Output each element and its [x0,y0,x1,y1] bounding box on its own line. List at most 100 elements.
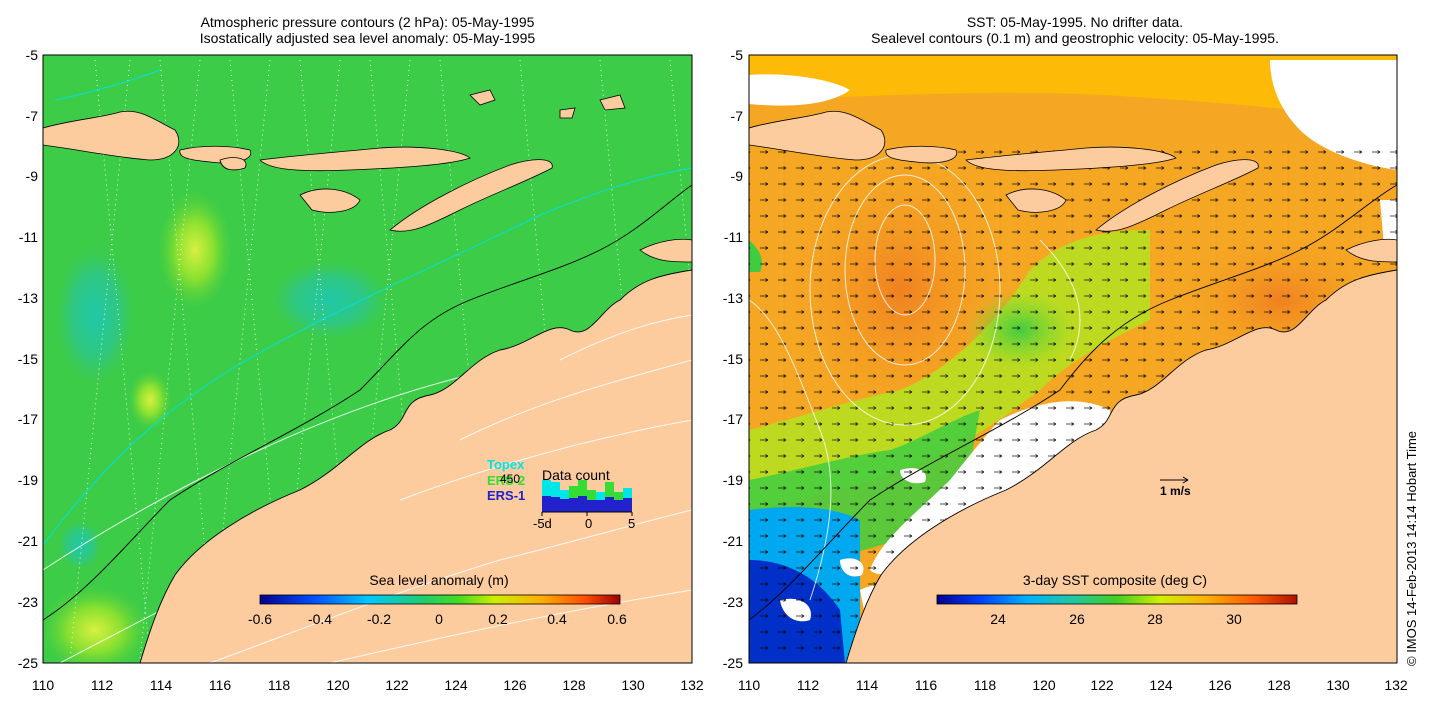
lon-tick: 128 [1267,677,1291,693]
lat-tick: -17 [18,411,38,427]
lon-tick: 130 [621,677,645,693]
legend-topex: Topex [487,457,525,472]
sla-tick: 0.6 [607,611,627,627]
sla-colorbar-ramp [259,594,621,605]
lon-tick: 120 [326,677,350,693]
lon-tick: 132 [1384,677,1408,693]
right-title-line1: SST: 05-May-1995. No drifter data. [966,14,1184,30]
lon-tick: 116 [915,677,938,693]
sst-colorbar-ramp [936,594,1298,605]
lat-tick: -7 [26,108,39,124]
lon-tick: 130 [1326,677,1350,693]
sst-north-band [749,55,1397,120]
lat-tick: -23 [18,594,38,610]
left-y-axis: -5 -7 -9 -11 -13 -15 -17 -19 -21 -23 -25 [18,47,38,671]
lat-tick: -9 [26,168,39,184]
lon-tick: 116 [209,677,232,693]
legend-ers1: ERS-1 [487,488,525,503]
imos-credit: © IMOS 14-Feb-2013 14:14 Hobart Time [1404,430,1419,666]
satellite-legend: Topex ERS-2 450 ERS-1 Data count -5d 0 5 [487,457,635,531]
lat-tick: -5 [731,47,744,63]
lat-tick: -13 [18,290,38,306]
shelf-contour [43,184,692,621]
velocity-scale-label: 1 m/s [1160,484,1191,498]
lon-tick: 110 [738,677,761,693]
lat-tick: -23 [723,594,743,610]
legend-ers2: ERS-2 [487,473,525,488]
lat-tick: -7 [731,108,744,124]
lat-tick: -9 [731,168,744,184]
left-map-title: Atmospheric pressure contours (2 hPa): 0… [40,14,695,46]
right-title-line2: Sealevel contours (0.1 m) and geostrophi… [871,30,1279,46]
lat-tick: -21 [723,533,743,549]
lon-tick: 124 [444,677,468,693]
lon-tick: 132 [680,677,704,693]
left-title-line1: Atmospheric pressure contours (2 hPa): 0… [200,14,535,30]
lat-tick: -25 [723,655,743,671]
lat-tick: -13 [723,290,743,306]
lon-tick: 122 [1090,677,1114,693]
lat-tick: -15 [18,351,38,367]
lat-tick: -5 [26,47,39,63]
lon-tick: 118 [268,677,291,693]
sla-low-anomaly-3 [58,520,102,570]
lat-tick: -19 [723,472,743,488]
sst-tick: 26 [1069,611,1085,627]
sst-tick: 24 [990,611,1006,627]
hist-tick-left: -5d [533,516,552,531]
islands [43,89,692,263]
sla-high-anomaly [157,190,233,310]
shelf-contour-right [749,184,1397,621]
lon-tick: 126 [503,677,527,693]
lon-tick: 112 [797,677,820,693]
data-count-histogram [541,480,633,516]
left-x-axis: 110 112 114 116 118 120 122 124 126 128 … [32,677,704,693]
sla-high-anomaly-3 [43,585,150,663]
lat-tick: -11 [19,229,38,245]
right-map-title: SST: 05-May-1995. No drifter data. Seale… [745,14,1405,46]
sealevel-contours [749,154,1081,601]
sla-tick: 0.2 [488,611,508,627]
lon-tick: 124 [1149,677,1173,693]
sla-colorbar-label: Sea level anomaly (m) [369,572,508,588]
lat-tick: -25 [18,655,38,671]
sst-colorbar-label: 3-day SST composite (deg C) [1023,572,1207,588]
lon-tick: 114 [150,677,173,693]
sst-colorbar: 3-day SST composite (deg C) 24 26 28 30 [936,572,1298,627]
islands-right [749,110,1397,263]
legend-count-value: 450 [500,472,520,486]
lon-tick: 120 [1032,677,1056,693]
sst-tick: 28 [1147,611,1163,627]
sla-tick: -0.2 [367,611,391,627]
sla-high-anomaly-2 [128,370,172,430]
lon-tick: 114 [856,677,879,693]
lat-tick: -11 [724,229,743,245]
lon-tick: 110 [32,677,55,693]
sla-colorbar: Sea level anomaly (m) -0.6 -0.4 -0.2 0 0… [248,572,627,627]
sla-tick: -0.4 [308,611,332,627]
australia-landmass [139,269,692,663]
right-x-axis: 110 112 114 116 118 120 122 124 126 128 … [738,677,1408,693]
sla-low-anomaly-2 [270,260,390,340]
velocity-scale: 1 m/s [1160,476,1191,498]
hist-tick-mid: 0 [585,516,592,531]
sst-map: 1 m/s [749,55,1397,663]
lat-tick: -21 [18,533,38,549]
sla-map-frame [42,54,693,664]
sla-tick: -0.6 [248,611,272,627]
lat-tick: -15 [723,351,743,367]
sst-map-frame [748,54,1398,664]
lon-tick: 128 [562,677,586,693]
right-y-axis: -5 -7 -9 -11 -13 -15 -17 -19 -21 -23 -25 [723,47,743,671]
sst-tick: 30 [1226,611,1242,627]
data-count-label: Data count [542,467,610,483]
pressure-contours-land [209,314,692,663]
lon-tick: 118 [974,677,997,693]
sla-tick: 0.4 [547,611,567,627]
lat-tick: -17 [723,411,743,427]
lon-tick: 122 [385,677,409,693]
australia-landmass-right [845,269,1397,663]
lon-tick: 126 [1208,677,1232,693]
lat-tick: -19 [18,472,38,488]
